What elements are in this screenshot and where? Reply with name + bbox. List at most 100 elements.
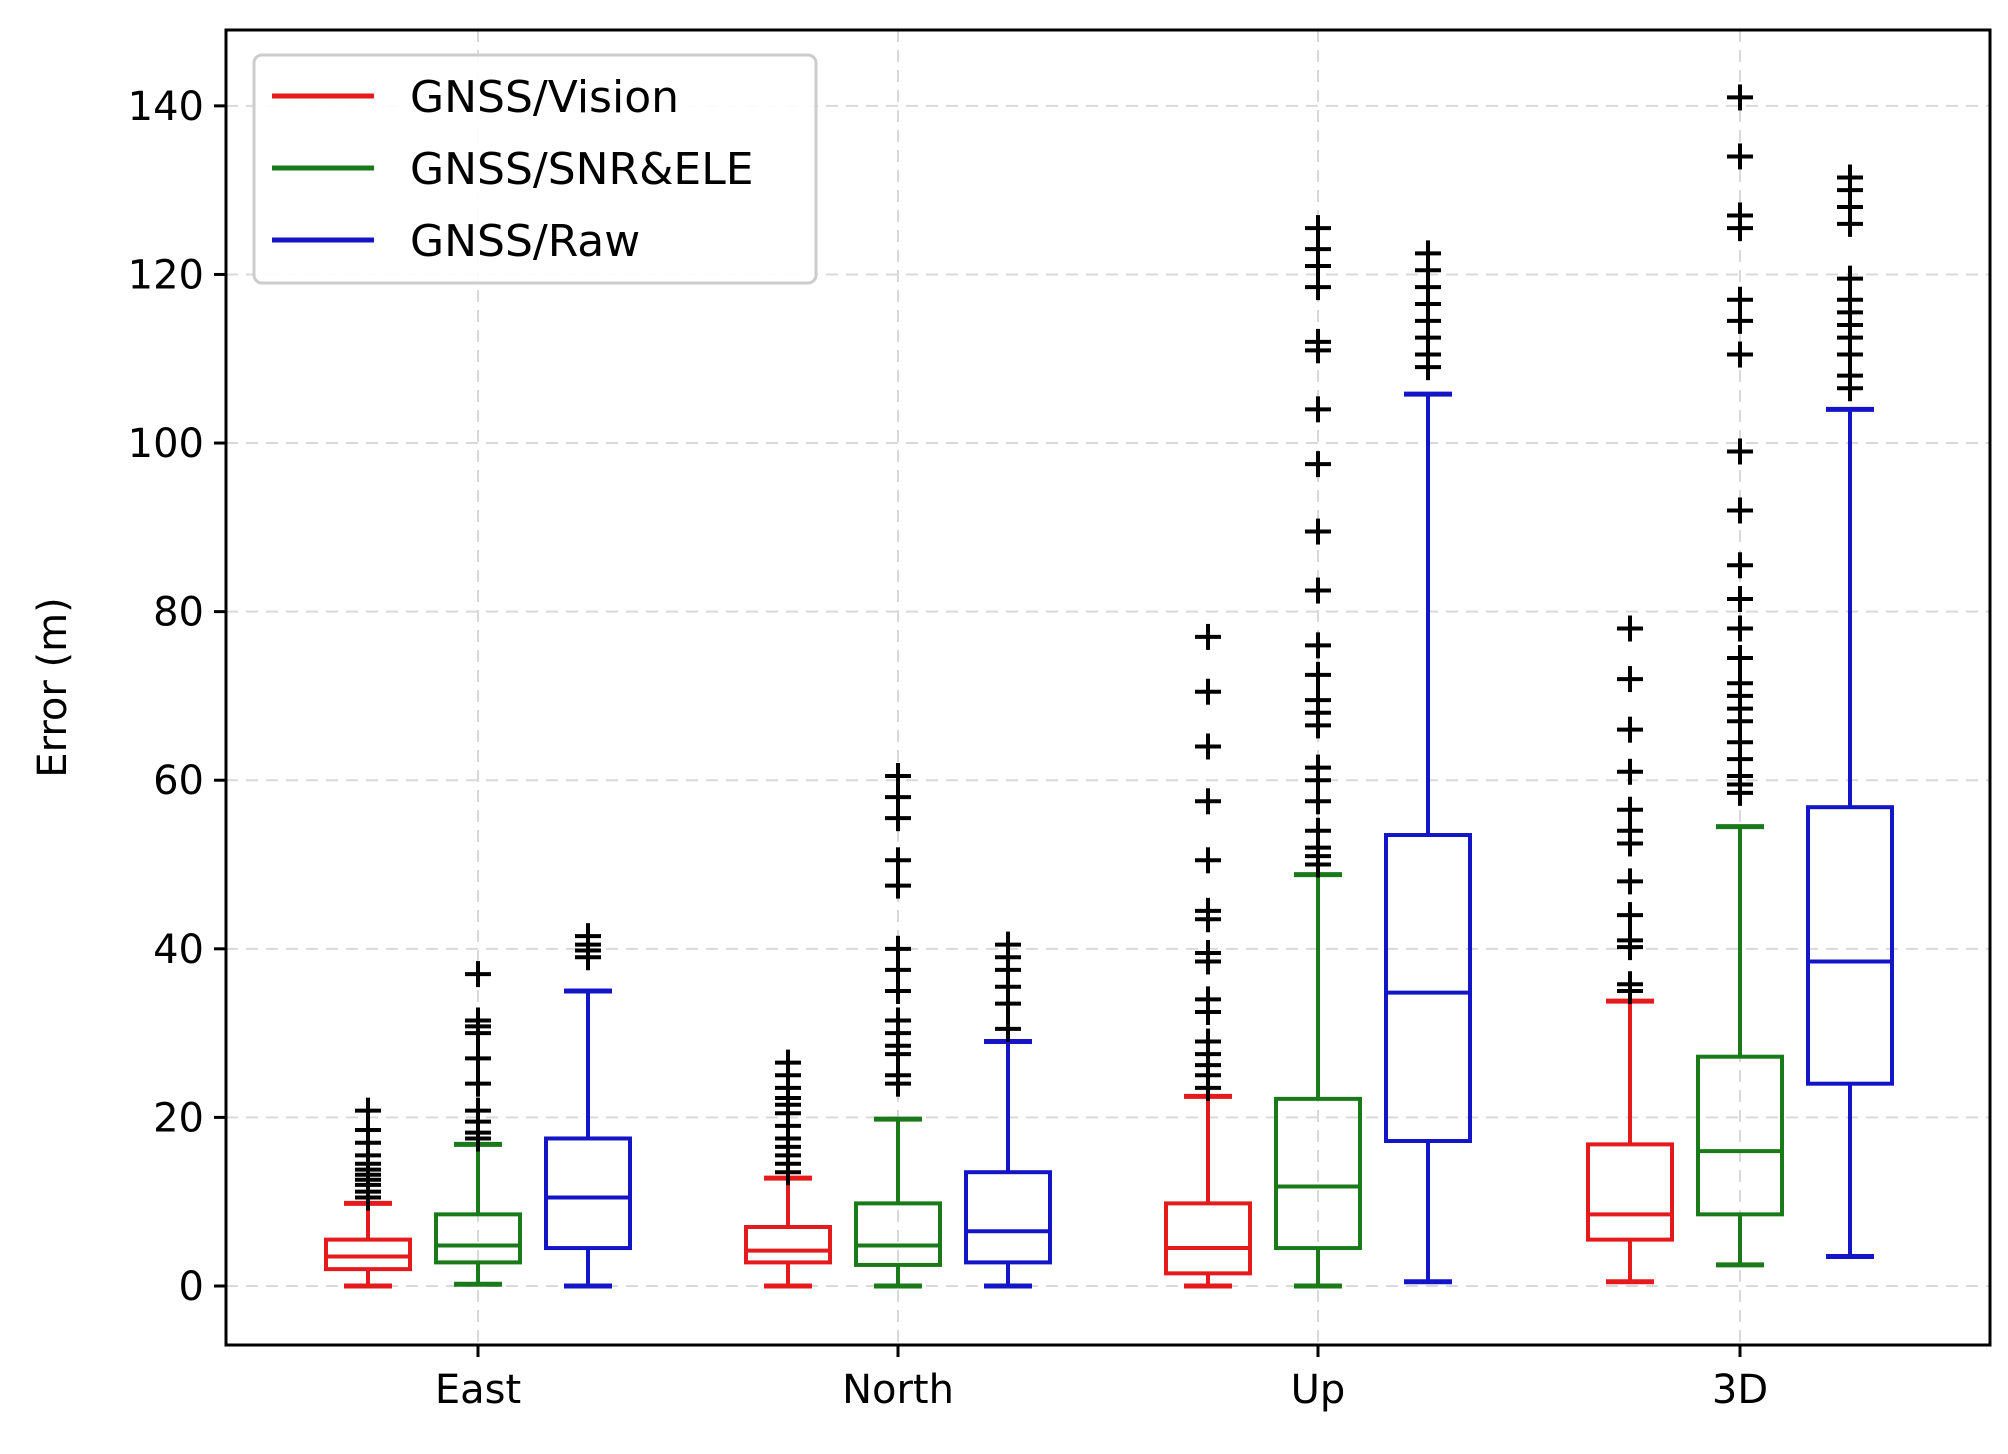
box-gnss-raw-north <box>964 931 1052 1289</box>
outlier-marker <box>1415 240 1441 267</box>
iqr-box <box>1274 1096 1362 1251</box>
iqr-box <box>744 1224 832 1265</box>
outlier-marker <box>1617 868 1643 895</box>
plot-frame <box>224 28 1992 1347</box>
box-plots <box>324 84 1894 1289</box>
outlier-marker <box>1617 615 1643 642</box>
box-gnss-snr-ele-up <box>1274 215 1362 1289</box>
outlier-marker <box>1305 215 1331 242</box>
outlier-marker <box>1305 661 1331 688</box>
outlier-marker <box>1617 758 1643 785</box>
box-gnss-vision-north <box>744 1049 832 1289</box>
outlier-marker <box>1727 202 1753 229</box>
iqr-box <box>964 1170 1052 1265</box>
x-tick-label: North <box>842 1367 954 1413</box>
outlier-marker <box>1617 666 1643 693</box>
outlier-marker <box>1305 396 1331 423</box>
outlier-marker <box>885 872 911 899</box>
box-gnss-snr-ele-east <box>434 961 522 1287</box>
outlier-marker <box>1305 451 1331 478</box>
y-tick-label: 120 <box>128 252 204 298</box>
outlier-marker <box>1195 788 1221 815</box>
outlier-marker <box>1195 847 1221 874</box>
outlier-marker <box>1305 817 1331 844</box>
box-gnss-raw-east <box>544 923 632 1289</box>
outlier-marker <box>1727 341 1753 368</box>
outlier-marker <box>1727 670 1753 697</box>
legend: GNSS/Vision GNSS/SNR&ELE GNSS/Raw <box>252 53 818 285</box>
box-gnss-raw-up <box>1384 240 1472 1285</box>
box-gnss-vision-east <box>324 1097 412 1289</box>
outlier-marker <box>465 1007 491 1034</box>
y-tick-label: 60 <box>153 758 204 804</box>
outlier-marker <box>1195 678 1221 705</box>
outlier-marker <box>1837 164 1863 191</box>
outlier-marker <box>995 931 1021 958</box>
box-gnss-vision-up <box>1164 623 1252 1289</box>
outlier-marker <box>1617 796 1643 823</box>
outlier-marker <box>355 1097 381 1124</box>
outlier-marker <box>1617 971 1643 998</box>
outlier-marker <box>465 1097 491 1124</box>
outlier-marker <box>1837 265 1863 292</box>
outlier-marker <box>465 961 491 988</box>
x-tick-label: East <box>435 1367 521 1413</box>
box-gnss-snr-ele-north <box>854 763 942 1289</box>
outlier-marker <box>1727 497 1753 524</box>
iqr-box <box>434 1212 522 1265</box>
outlier-marker <box>1727 644 1753 671</box>
legend-label: GNSS/SNR&ELE <box>410 144 754 195</box>
outlier-marker <box>575 923 601 950</box>
iqr-box <box>1384 833 1472 1144</box>
outlier-marker <box>1195 940 1221 967</box>
y-tick-label: 80 <box>153 590 204 636</box>
outlier-marker <box>1305 754 1331 781</box>
x-tick-label: Up <box>1291 1367 1346 1413</box>
outlier-marker <box>465 1070 491 1097</box>
legend-box <box>252 53 818 285</box>
outlier-marker <box>1305 518 1331 545</box>
outlier-marker <box>1305 577 1331 604</box>
outlier-marker <box>1305 328 1331 355</box>
box-gnss-raw-3d <box>1806 164 1894 1259</box>
outlier-marker <box>1727 615 1753 642</box>
outlier-marker <box>1195 733 1221 760</box>
box-gnss-vision-3d <box>1586 615 1674 1285</box>
y-tick-label: 100 <box>128 421 204 467</box>
outlier-marker <box>465 1045 491 1072</box>
outlier-marker <box>1727 84 1753 111</box>
y-tick-label: 140 <box>128 84 204 130</box>
outlier-marker <box>1727 552 1753 579</box>
outlier-marker <box>1305 687 1331 714</box>
iqr-box <box>544 1136 632 1251</box>
iqr-box <box>1164 1201 1252 1276</box>
outlier-marker <box>885 847 911 874</box>
iqr-box <box>1806 805 1894 1086</box>
iqr-box <box>1696 1054 1784 1217</box>
outlier-marker <box>1617 716 1643 743</box>
axes: 0 20 40 60 80 100 120 140 East North Up 3D <box>128 84 1768 1413</box>
outlier-marker <box>1727 286 1753 313</box>
y-tick-label: 0 <box>179 1264 204 1310</box>
y-tick-label: 20 <box>153 1095 204 1141</box>
outlier-marker <box>885 935 911 962</box>
outlier-marker <box>1305 632 1331 659</box>
x-tick-label: 3D <box>1712 1367 1768 1413</box>
outlier-marker <box>1727 438 1753 465</box>
outlier-marker <box>1195 986 1221 1013</box>
outlier-marker <box>885 1007 911 1034</box>
outlier-marker <box>1617 927 1643 954</box>
outlier-marker <box>775 1049 801 1076</box>
outlier-marker <box>1727 585 1753 612</box>
legend-label: GNSS/Raw <box>410 216 640 267</box>
y-axis-label: Error (m) <box>30 597 76 777</box>
outlier-marker <box>1195 897 1221 924</box>
outlier-marker <box>1727 143 1753 170</box>
outlier-marker <box>1617 902 1643 929</box>
legend-label: GNSS/Vision <box>410 72 679 123</box>
iqr-box <box>324 1237 412 1272</box>
outlier-marker <box>1195 1028 1221 1055</box>
box-gnss-snr-ele-3d <box>1696 84 1784 1268</box>
iqr-box <box>1586 1142 1674 1242</box>
